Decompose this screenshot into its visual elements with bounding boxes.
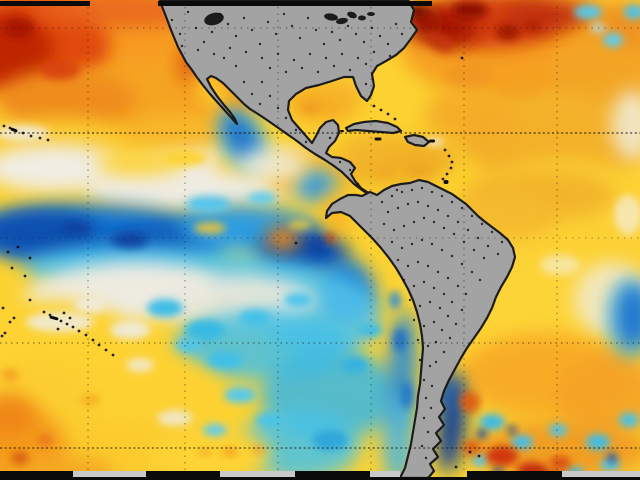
land-layer <box>158 0 517 480</box>
frame-segment <box>0 1 90 6</box>
frame-segment <box>146 471 220 477</box>
land-speckle-layer <box>170 10 504 460</box>
island-layer <box>0 56 481 469</box>
land-hispaniola <box>403 133 431 148</box>
frame-segment <box>220 471 295 477</box>
frame-segment <box>73 471 146 477</box>
frame-segment <box>0 471 73 477</box>
frame-segment <box>370 471 400 477</box>
graticule-layer <box>0 7 640 470</box>
land-cuba <box>344 119 403 135</box>
land-south-america <box>324 178 517 480</box>
frame-segment <box>467 471 562 477</box>
frame-segment <box>562 471 640 477</box>
lake-layer <box>204 11 375 26</box>
frame-segment <box>158 1 432 6</box>
land-north-america <box>158 0 419 200</box>
frame-segment <box>295 471 370 477</box>
frame-baseline <box>0 477 640 480</box>
